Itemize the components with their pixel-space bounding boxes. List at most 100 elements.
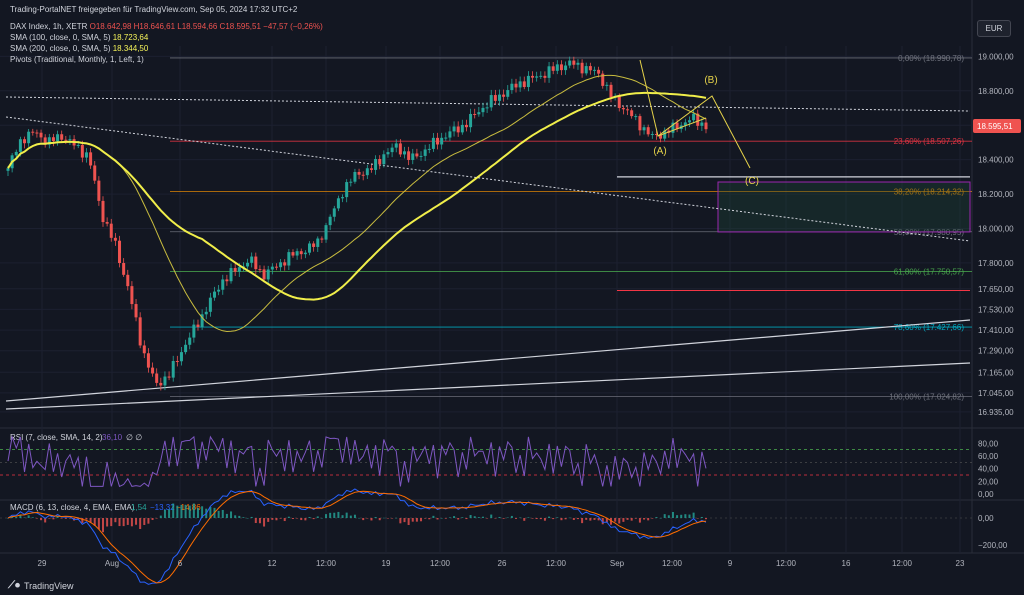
macd-histogram-bar: [151, 518, 154, 521]
macd-histogram-bar: [68, 518, 71, 519]
candle-body: [122, 263, 126, 275]
candle-body: [431, 137, 435, 149]
rsi-line[interactable]: [7, 435, 707, 488]
fibonacci-level-label: 38,20% (18.214,32): [894, 188, 965, 197]
macd-histogram-bar: [589, 518, 592, 521]
macd-histogram-bar: [531, 518, 534, 519]
brand-name: TradingView: [24, 580, 74, 591]
macd-histogram-bar: [263, 518, 266, 527]
macd-histogram-bar: [242, 517, 245, 518]
candle-body: [101, 200, 105, 223]
elliott-wave-path[interactable]: [657, 117, 707, 137]
macd-pane[interactable]: MACD (6, 13, close, 4, EMA, EMA)1,54 −13,…: [0, 488, 972, 585]
candle-body: [237, 267, 241, 272]
macd-histogram-bar: [291, 518, 294, 519]
candle-body: [543, 75, 547, 78]
macd-histogram-bar: [382, 517, 385, 519]
wave-label: (B): [704, 75, 717, 86]
sma200-line[interactable]: [7, 91, 707, 301]
x-tick-label: 26: [498, 559, 507, 568]
candle-body: [555, 64, 559, 71]
macd-histogram-bar: [337, 511, 340, 518]
candle-body: [163, 376, 167, 386]
x-tick-label: 29: [38, 559, 47, 568]
trendline-support[interactable]: [5, 362, 971, 410]
x-tick-label: 16: [842, 559, 851, 568]
candle-body: [493, 95, 497, 101]
legend-pivots-row[interactable]: Pivots (Traditional, Monthly, 1, Left, 1…: [10, 55, 144, 64]
macd-histogram-bar: [329, 512, 332, 518]
macd-histogram-bar: [188, 505, 191, 518]
elliott-wave-path[interactable]: [639, 59, 751, 169]
macd-histogram-bar: [196, 507, 199, 518]
candle-body: [43, 137, 47, 145]
macd-histogram-bar: [287, 516, 290, 518]
trendline-dotted[interactable]: [5, 96, 971, 112]
macd-histogram-bar: [440, 517, 443, 519]
macd-histogram-bar: [345, 512, 348, 518]
macd-histogram-bar: [267, 518, 270, 522]
candle-body: [369, 168, 373, 170]
signal-line[interactable]: [7, 490, 707, 584]
trendline-support[interactable]: [5, 319, 971, 402]
candle-body: [39, 132, 43, 138]
candle-body: [683, 122, 687, 126]
candle-body: [299, 251, 303, 255]
macd-histogram-bar: [448, 517, 451, 518]
y-tick-label: 17.165,00: [978, 368, 1014, 377]
macd-histogram-bar: [581, 518, 584, 524]
candle-body: [126, 274, 130, 287]
x-tick-label: 12:00: [892, 559, 913, 568]
candlesticks[interactable]: [6, 56, 708, 391]
candle-body: [460, 124, 464, 133]
macd-histogram-bar: [643, 518, 646, 520]
macd-histogram-bar: [44, 518, 47, 523]
macd-histogram-bar: [556, 517, 559, 518]
candle-body: [522, 81, 526, 88]
brand[interactable]: ⟋⦁ TradingView: [8, 580, 74, 591]
candle-body: [592, 69, 596, 71]
currency-button[interactable]: EUR: [977, 20, 1011, 37]
macd-histogram-bar: [519, 517, 522, 519]
ohlc-high: H18.646,61: [133, 22, 176, 31]
symbol-label[interactable]: DAX Index, 1h, XETR: [10, 22, 88, 31]
rsi-pane[interactable]: RSI (7, close, SMA, 14, 2) 36,10 ∅ ∅: [0, 433, 972, 488]
macd-histogram-bar: [647, 518, 650, 521]
candle-body: [324, 225, 328, 240]
y-tick-label: 17.045,00: [978, 389, 1014, 398]
macd-y-tick: 0,00: [978, 514, 994, 523]
candle-body: [551, 66, 555, 71]
candle-body: [221, 279, 225, 290]
macd-histogram-bar: [163, 509, 166, 518]
macd-line[interactable]: [7, 488, 707, 585]
macd-histogram-bar: [411, 518, 414, 522]
candle-body: [510, 83, 514, 91]
candle-body: [402, 151, 406, 155]
macd-histogram-bar: [432, 515, 435, 518]
legend-sma200-row[interactable]: SMA (200, close, 0, SMA, 5) 18.344,50: [10, 44, 148, 53]
trendline-dotted[interactable]: [5, 116, 971, 242]
candle-body: [502, 94, 506, 97]
candle-body: [146, 353, 150, 368]
candle-body: [291, 252, 295, 256]
sma100-line[interactable]: [7, 74, 707, 333]
price-pane[interactable]: 0,00% (18.990,78) 23,60% (18.507,26) 38,20…: [5, 54, 972, 410]
macd-histogram-bar: [221, 509, 224, 518]
macd-histogram-bar: [209, 506, 212, 518]
macd-histogram-bar: [667, 515, 670, 518]
macd-histogram-bar: [523, 518, 526, 521]
candle-body: [365, 168, 369, 176]
macd-histogram-bar: [527, 517, 530, 518]
candle-body: [704, 122, 708, 130]
macd-histogram-bar: [436, 518, 439, 520]
target-zone-box[interactable]: [717, 181, 971, 233]
legend-sma100-row[interactable]: SMA (100, close, 0, SMA, 5) 18.723,64: [10, 33, 148, 42]
macd-histogram-bar: [316, 516, 319, 518]
y-tick-label: 17.410,00: [978, 326, 1014, 335]
candle-body: [159, 382, 163, 386]
macd-histogram-bar: [312, 518, 315, 520]
candle-body: [696, 113, 700, 126]
candle-body: [84, 152, 88, 158]
wave-label: (C): [745, 176, 759, 187]
